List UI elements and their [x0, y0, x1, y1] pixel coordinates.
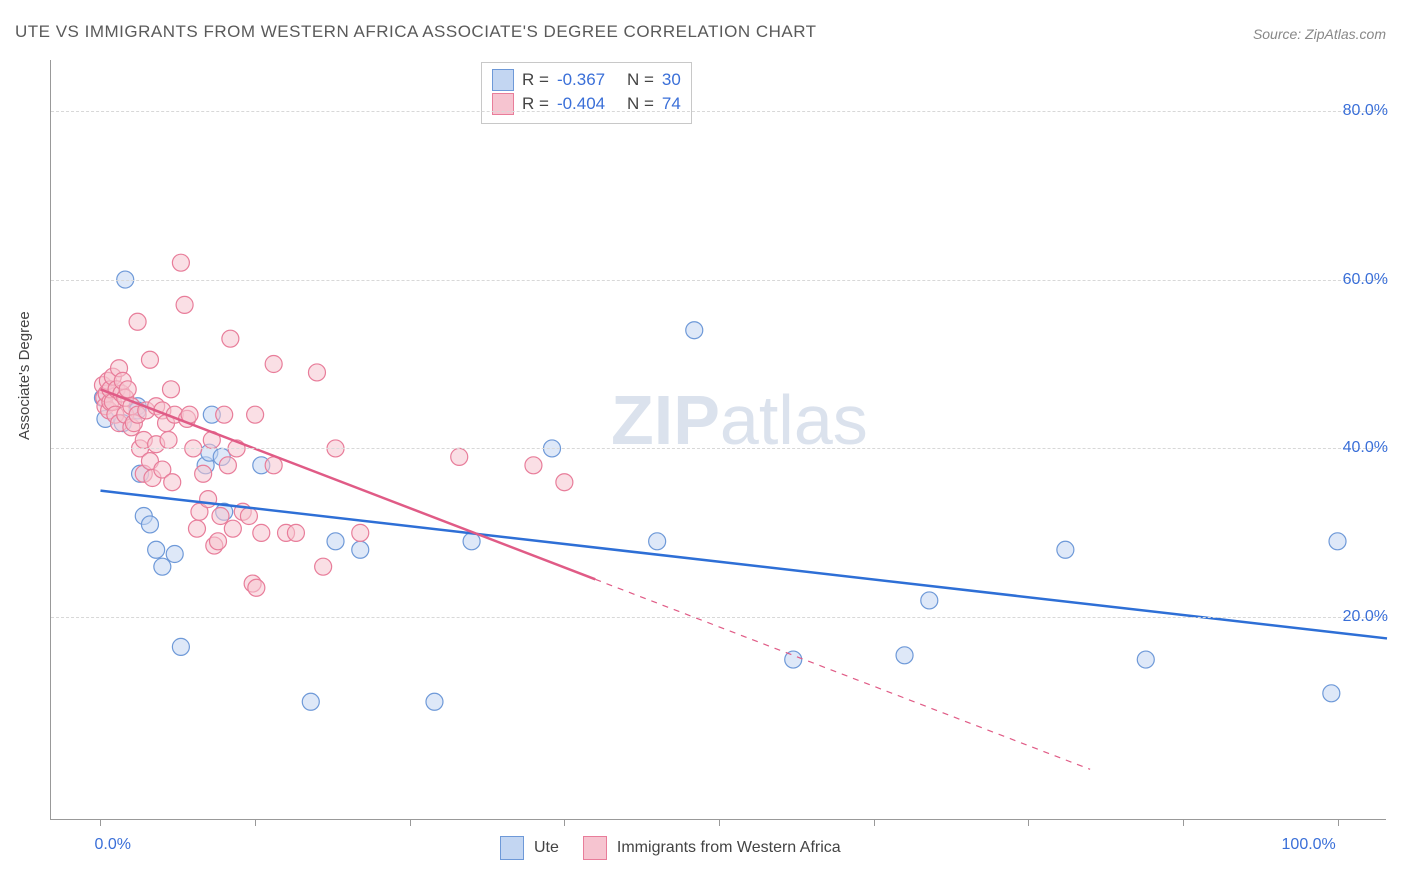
x-tick-label: 100.0% — [1282, 836, 1336, 854]
legend-r-value: -0.367 — [557, 70, 619, 90]
gridline-h — [51, 111, 1386, 112]
data-point — [556, 474, 573, 491]
data-point — [212, 508, 229, 525]
legend-swatch — [492, 93, 514, 115]
y-tick-label: 40.0% — [1343, 439, 1388, 457]
data-point — [164, 474, 181, 491]
data-point — [188, 520, 205, 537]
data-point — [200, 491, 217, 508]
chart-title: UTE VS IMMIGRANTS FROM WESTERN AFRICA AS… — [15, 22, 817, 42]
series-legend: Ute Immigrants from Western Africa — [500, 836, 855, 860]
legend-swatch — [492, 69, 514, 91]
data-point — [219, 457, 236, 474]
legend-n-label: N = — [627, 70, 654, 90]
data-point — [172, 638, 189, 655]
data-point — [247, 406, 264, 423]
data-point — [896, 647, 913, 664]
data-point — [649, 533, 666, 550]
legend-series-name: Immigrants from Western Africa — [617, 839, 841, 857]
data-point — [176, 296, 193, 313]
data-point — [129, 313, 146, 330]
data-point — [451, 448, 468, 465]
gridline-h — [51, 448, 1386, 449]
legend-swatch — [500, 836, 524, 860]
x-tick — [1338, 819, 1339, 826]
data-point — [154, 558, 171, 575]
data-point — [302, 693, 319, 710]
data-point — [352, 541, 369, 558]
x-tick — [1028, 819, 1029, 826]
x-tick — [719, 819, 720, 826]
data-point — [224, 520, 241, 537]
trend-line-extrapolated — [595, 579, 1090, 769]
x-tick — [255, 819, 256, 826]
data-point — [265, 356, 282, 373]
data-point — [195, 465, 212, 482]
legend-swatch — [583, 836, 607, 860]
data-point — [162, 381, 179, 398]
data-point — [172, 254, 189, 271]
data-point — [1137, 651, 1154, 668]
data-point — [240, 508, 257, 525]
data-point — [352, 524, 369, 541]
x-tick — [874, 819, 875, 826]
legend-row: R = -0.367 N = 30 — [492, 69, 681, 91]
legend-series-name: Ute — [534, 839, 559, 857]
x-tick — [410, 819, 411, 826]
source-attribution: Source: ZipAtlas.com — [1253, 26, 1386, 42]
data-point — [119, 381, 136, 398]
legend-n-value: 30 — [662, 70, 681, 90]
data-point — [216, 406, 233, 423]
gridline-h — [51, 280, 1386, 281]
scatter-svg — [51, 60, 1386, 819]
y-tick-label: 20.0% — [1343, 608, 1388, 626]
y-axis-label: Associate's Degree — [16, 311, 33, 440]
data-point — [1329, 533, 1346, 550]
data-point — [287, 524, 304, 541]
x-tick — [100, 819, 101, 826]
gridline-h — [51, 617, 1386, 618]
data-point — [248, 579, 265, 596]
trend-line — [100, 491, 1387, 639]
data-point — [141, 351, 158, 368]
data-point — [1323, 685, 1340, 702]
correlation-legend: R = -0.367 N = 30 R =-0.404N =74 — [481, 62, 692, 124]
x-tick — [1183, 819, 1184, 826]
x-tick — [564, 819, 565, 826]
data-point — [426, 693, 443, 710]
data-point — [148, 541, 165, 558]
data-point — [141, 516, 158, 533]
plot-area: ZIPatlas R =-0.367N =30R =-0.404N =74 — [50, 60, 1386, 820]
data-point — [327, 533, 344, 550]
legend-r-label: R = — [522, 70, 549, 90]
x-tick-label: 0.0% — [94, 836, 130, 854]
legend-row: R =-0.404N =74 — [492, 93, 681, 115]
data-point — [160, 432, 177, 449]
data-point — [921, 592, 938, 609]
y-tick-label: 60.0% — [1343, 271, 1388, 289]
data-point — [166, 546, 183, 563]
data-point — [253, 524, 270, 541]
data-point — [525, 457, 542, 474]
data-point — [1057, 541, 1074, 558]
y-tick-label: 80.0% — [1343, 102, 1388, 120]
data-point — [308, 364, 325, 381]
data-point — [686, 322, 703, 339]
data-point — [210, 533, 227, 550]
data-point — [315, 558, 332, 575]
data-point — [222, 330, 239, 347]
